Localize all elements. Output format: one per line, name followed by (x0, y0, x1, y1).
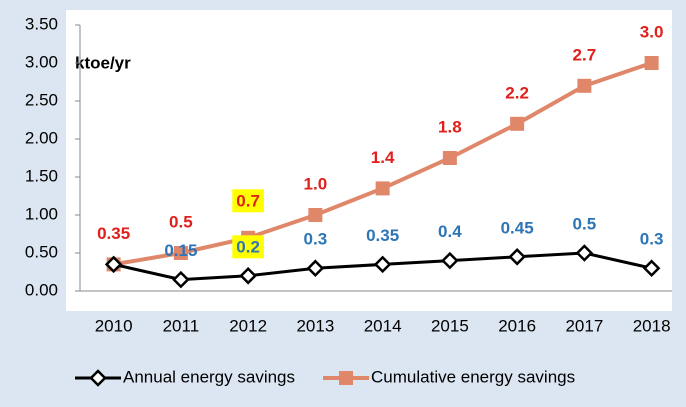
data-label: 0.5 (573, 214, 597, 233)
x-tick-label: 2011 (163, 316, 200, 335)
data-label: 0.35 (97, 224, 130, 243)
data-label: 0.3 (304, 230, 328, 249)
x-tick-label: 2015 (431, 316, 469, 335)
y-tick-label: 3.50 (25, 14, 58, 33)
y-tick-label: 0.50 (25, 242, 58, 261)
data-label: 0.2 (236, 237, 260, 256)
data-point (308, 208, 323, 222)
data-point (172, 270, 190, 289)
data-point (239, 267, 257, 285)
data-point (510, 116, 525, 131)
legend-label: Cumulative energy savings (371, 367, 575, 386)
label-highlight (232, 235, 264, 259)
data-point (575, 244, 594, 262)
data-point (173, 246, 188, 260)
data-point (642, 259, 661, 277)
y-tick-label: 3.00 (25, 52, 58, 71)
data-point (373, 255, 392, 274)
data-label: 1.8 (438, 117, 462, 136)
data-point (104, 255, 123, 274)
y-axis-label: ktoe/yr (75, 53, 131, 72)
x-tick-label: 2013 (296, 316, 334, 335)
data-label: 0.3 (640, 230, 664, 249)
x-tick-label: 2017 (565, 316, 603, 335)
data-label: 1.4 (371, 148, 395, 167)
data-label: 3.0 (640, 22, 664, 41)
x-tick-label: 2018 (633, 316, 671, 335)
data-label: 2.7 (573, 45, 597, 64)
data-point (375, 181, 390, 196)
legend-marker (89, 369, 107, 387)
data-point (306, 259, 325, 277)
data-point (442, 151, 457, 165)
data-label: 0.7 (236, 191, 260, 210)
data-label: 0.4 (438, 222, 462, 241)
y-tick-label: 1.00 (25, 204, 58, 223)
legend-marker (339, 371, 354, 385)
data-label: 0.5 (169, 212, 193, 231)
legend-label: Annual energy savings (123, 367, 295, 386)
data-label: 0.35 (366, 226, 399, 245)
y-tick-label: 1.50 (25, 166, 58, 185)
data-point (644, 56, 659, 70)
data-point (577, 78, 592, 93)
data-point (508, 248, 526, 266)
data-label: 0.15 (164, 241, 197, 260)
x-tick-label: 2012 (229, 316, 267, 335)
plot-area (66, 10, 672, 311)
y-tick-label: 2.50 (25, 90, 58, 109)
x-tick-label: 2010 (95, 316, 133, 335)
data-point (441, 251, 459, 270)
x-tick-label: 2014 (364, 316, 402, 335)
y-tick-label: 0.00 (25, 280, 58, 299)
data-label: 2.2 (505, 83, 529, 102)
y-tick-label: 2.00 (25, 128, 58, 147)
label-highlight (232, 189, 264, 213)
data-label: 0.45 (501, 218, 534, 237)
data-label: 1.0 (304, 174, 328, 193)
x-tick-label: 2016 (498, 316, 536, 335)
